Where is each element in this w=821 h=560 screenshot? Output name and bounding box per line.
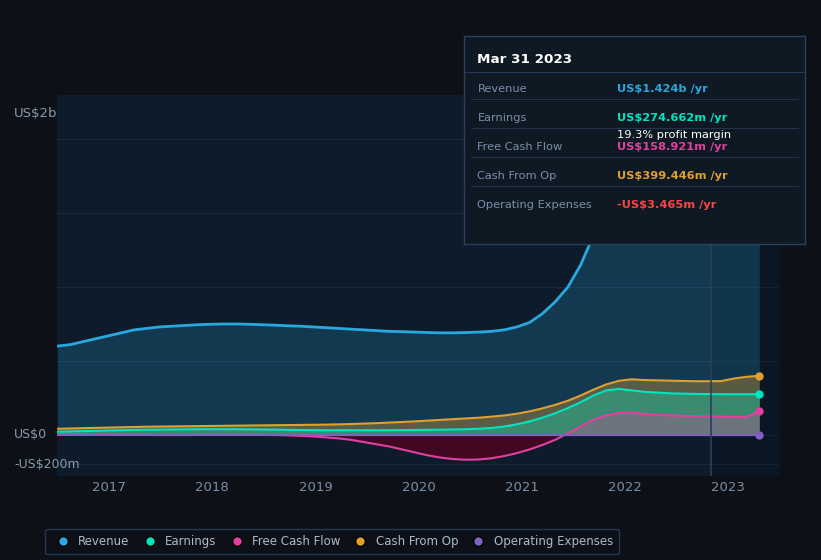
Text: US$158.921m /yr: US$158.921m /yr — [617, 142, 727, 152]
Text: Operating Expenses: Operating Expenses — [478, 200, 592, 210]
Text: US$0: US$0 — [14, 428, 48, 441]
Text: 19.3% profit margin: 19.3% profit margin — [617, 130, 732, 139]
Text: Revenue: Revenue — [478, 84, 527, 94]
Text: Free Cash Flow: Free Cash Flow — [478, 142, 562, 152]
Text: Earnings: Earnings — [478, 113, 527, 123]
Text: US$399.446m /yr: US$399.446m /yr — [617, 171, 728, 181]
Text: Mar 31 2023: Mar 31 2023 — [478, 53, 572, 66]
Text: US$1.424b /yr: US$1.424b /yr — [617, 84, 708, 94]
Text: Cash From Op: Cash From Op — [478, 171, 557, 181]
Text: US$274.662m /yr: US$274.662m /yr — [617, 113, 727, 123]
Bar — [711, 95, 821, 476]
Text: -US$3.465m /yr: -US$3.465m /yr — [617, 200, 717, 210]
Text: -US$200m: -US$200m — [14, 458, 80, 471]
Text: US$2b: US$2b — [14, 106, 57, 120]
Legend: Revenue, Earnings, Free Cash Flow, Cash From Op, Operating Expenses: Revenue, Earnings, Free Cash Flow, Cash … — [45, 529, 619, 554]
